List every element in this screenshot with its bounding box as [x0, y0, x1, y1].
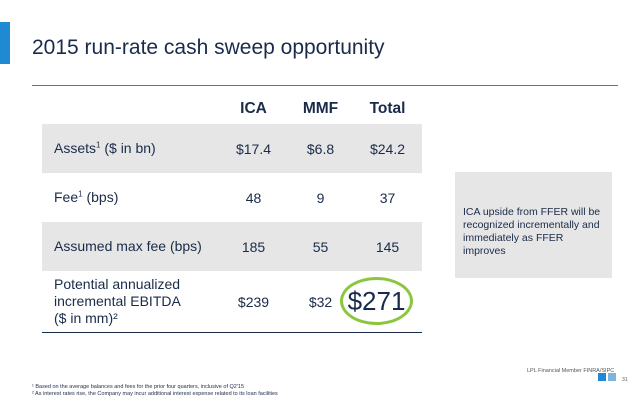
cell-max-fee-mmf: 55 — [312, 238, 329, 255]
footnote-1: ¹ Based on the average balances and fees… — [32, 384, 245, 390]
footnote-2: ² As interest rates rise, the Company ma… — [32, 391, 278, 397]
lpl-logo-icon — [598, 373, 616, 381]
cell-assets-ica: $17.4 — [235, 140, 272, 157]
callout-text: ICA upside from FFER will be recognized … — [463, 206, 601, 257]
cell-fee-mmf: 9 — [316, 189, 325, 206]
footnotes: ¹ Based on the average balances and fees… — [32, 384, 278, 398]
row-label-max-fee: Assumed max fee (bps) — [54, 238, 202, 254]
cell-ebitda-mmf: $32 — [308, 293, 333, 310]
page-number: 31 — [622, 377, 628, 383]
slide-title: 2015 run-rate cash sweep opportunity — [32, 36, 385, 59]
header-ica: ICA — [240, 100, 267, 117]
sweep-table: ICA MMF Total Assets1 ($ in bn) $17.4 $6… — [42, 94, 422, 333]
total-highlight-ring — [340, 277, 413, 325]
footer-brand: LPL Financial Member FINRA/SIPC — [527, 368, 615, 374]
accent-bar — [0, 22, 10, 64]
cell-fee-total: 37 — [379, 189, 396, 206]
cell-max-fee-ica: 185 — [241, 238, 266, 255]
fferr-callout-box: ICA upside from FFER will be recognized … — [455, 172, 612, 278]
cell-fee-ica: 48 — [245, 189, 262, 206]
table-row-max-fee: Assumed max fee (bps) 185 55 145 — [42, 222, 422, 271]
row-label-fee: Fee1 (bps) — [54, 189, 119, 205]
table-row-assets: Assets1 ($ in bn) $17.4 $6.8 $24.2 — [42, 124, 422, 173]
header-total: Total — [369, 100, 406, 117]
table-row-fee: Fee1 (bps) 48 9 37 — [42, 173, 422, 222]
cell-ebitda-ica: $239 — [237, 293, 270, 310]
cell-ebitda-total: $271 — [347, 285, 406, 316]
cell-assets-total: $24.2 — [369, 140, 406, 157]
table-row-ebitda: Potential annualized incremental EBITDA … — [42, 271, 422, 333]
row-label-ebitda: Potential annualized incremental EBITDA … — [54, 276, 181, 326]
cell-assets-mmf: $6.8 — [306, 140, 335, 157]
row-label-assets: Assets1 ($ in bn) — [54, 140, 156, 156]
title-divider — [32, 85, 618, 86]
cell-max-fee-total: 145 — [375, 238, 400, 255]
header-mmf: MMF — [302, 100, 339, 117]
table-header-row: ICA MMF Total — [42, 94, 422, 124]
